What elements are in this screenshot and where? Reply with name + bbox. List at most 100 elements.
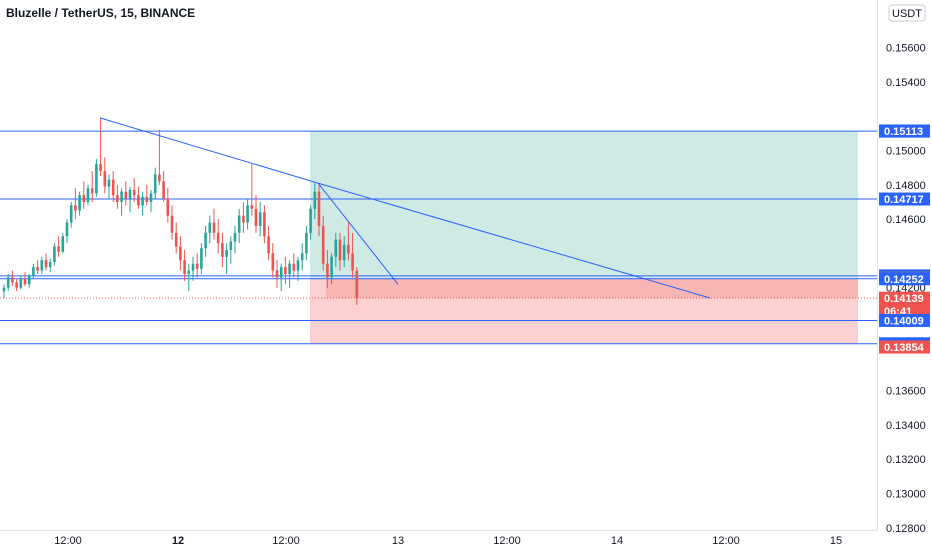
- candle-body: [292, 263, 296, 271]
- candle-body: [107, 179, 111, 187]
- candle-body: [149, 193, 153, 202]
- candle-body: [82, 195, 86, 202]
- trend-line[interactable]: [317, 182, 711, 299]
- candle-body: [128, 189, 132, 199]
- candle-body: [351, 253, 354, 271]
- y-tick-label: 0.12800: [886, 523, 926, 535]
- candle-body: [187, 270, 191, 274]
- candle-body: [200, 248, 203, 269]
- candle-body: [216, 232, 220, 244]
- candle-body: [338, 239, 342, 261]
- candle-body: [342, 244, 346, 261]
- candle-body: [258, 212, 262, 226]
- x-tick-label: 12:00: [712, 535, 740, 547]
- candle-body: [11, 277, 14, 283]
- candle-body: [229, 241, 233, 250]
- candle-body: [145, 196, 149, 202]
- price-tag: [879, 313, 930, 327]
- candle-body: [57, 246, 60, 252]
- candle-body: [141, 196, 144, 206]
- candle-body: [300, 253, 304, 261]
- candle-body: [36, 267, 39, 271]
- candle-body: [53, 246, 56, 262]
- x-tick-label: 15: [830, 535, 842, 547]
- candle-body: [69, 205, 73, 223]
- y-tick-label: 0.13000: [886, 489, 926, 501]
- candle-body: [279, 267, 283, 278]
- candle-body: [19, 279, 23, 288]
- candle-body: [86, 188, 90, 202]
- candle-body: [267, 236, 270, 254]
- price-tag-label: 0.14139: [884, 293, 924, 305]
- candle-body: [221, 243, 224, 257]
- candle-body: [40, 260, 44, 271]
- x-tick-label: 12: [172, 535, 184, 547]
- candle-body: [153, 174, 157, 194]
- candle-body: [27, 275, 31, 285]
- candle-body: [242, 215, 245, 223]
- candle-body: [254, 208, 258, 226]
- price-tag-label: 0.13854: [884, 342, 925, 354]
- candle-body: [313, 191, 317, 209]
- candle-body: [132, 189, 136, 196]
- candle-body: [137, 195, 140, 206]
- candle-body: [296, 260, 300, 271]
- open-loss-zone: [326, 278, 858, 299]
- candle-body: [111, 179, 115, 196]
- candle-body: [170, 215, 174, 233]
- candle-body: [208, 222, 212, 233]
- candle-body: [288, 263, 291, 274]
- candle-body: [233, 232, 237, 242]
- candle-body: [158, 174, 161, 182]
- candle-body: [183, 260, 186, 274]
- candle-body: [191, 263, 195, 271]
- candle-body: [15, 282, 18, 288]
- candle-body: [116, 195, 119, 202]
- candle-body: [124, 191, 128, 199]
- price-tag: [879, 192, 930, 206]
- candle-body: [321, 225, 325, 264]
- y-tick-label: 0.13200: [886, 454, 926, 466]
- y-tick-label: 0.15600: [886, 43, 926, 55]
- candle-body: [212, 222, 216, 233]
- candle-body: [179, 246, 182, 261]
- y-tick-label: 0.14800: [886, 180, 926, 192]
- candle-body: [48, 261, 52, 268]
- candle-body: [32, 267, 35, 276]
- candle-body: [275, 270, 279, 278]
- candle-body: [44, 260, 48, 268]
- candle-body: [195, 263, 199, 269]
- currency-button[interactable]: [888, 4, 926, 22]
- candle-body: [204, 232, 207, 249]
- candle-body: [99, 164, 102, 172]
- candle-body: [250, 205, 254, 209]
- y-tick-label: 0.14600: [886, 214, 926, 226]
- x-tick-label: 13: [392, 535, 404, 547]
- candle-body: [166, 198, 170, 216]
- candle-body: [225, 249, 228, 257]
- y-tick-label: 0.15400: [886, 77, 926, 89]
- trend-line[interactable]: [317, 182, 399, 285]
- candle-body: [120, 191, 123, 202]
- candle-body: [237, 215, 241, 233]
- price-tag-label: 0.14009: [884, 315, 924, 327]
- candle-body: [162, 181, 165, 199]
- candle-body: [347, 244, 350, 254]
- price-tag: [879, 272, 930, 286]
- candle-body: [330, 256, 333, 278]
- price-tag: [879, 291, 930, 318]
- candle-body: [2, 287, 6, 292]
- candle-body: [61, 236, 65, 252]
- price-tag: [879, 340, 930, 354]
- candle-body: [23, 279, 27, 285]
- candle-body: [305, 232, 308, 254]
- candle-body: [334, 239, 338, 257]
- candle-body: [78, 195, 81, 211]
- currency-button-label[interactable]: USDT: [892, 8, 922, 20]
- candle-body: [65, 222, 69, 237]
- candle-body: [103, 171, 107, 187]
- candle-body: [284, 267, 287, 274]
- trend-line[interactable]: [99, 117, 319, 184]
- candle-body: [355, 270, 359, 298]
